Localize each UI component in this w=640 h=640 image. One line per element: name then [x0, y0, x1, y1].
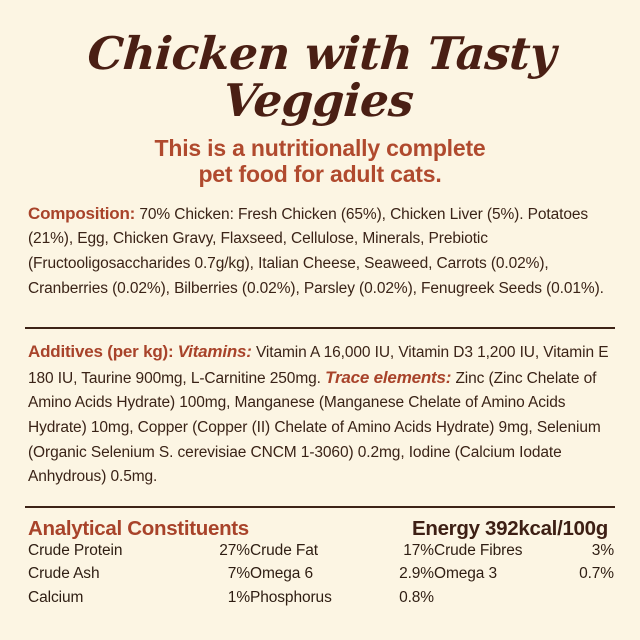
constituent-name: Calcium	[28, 588, 84, 606]
analytical-constituents-section: Analytical Constituents Energy 392kcal/1…	[0, 517, 640, 613]
table-row: Crude Protein 27% Crude Fat 17% Crude Fi…	[28, 542, 614, 566]
additives-label: Additives (per kg):	[28, 342, 174, 362]
constituent-name: Crude Ash	[28, 565, 100, 583]
product-subtitle: This is a nutritionally complete pet foo…	[0, 135, 640, 188]
vitamins-text: Vitamin A 16,000 IU, Vitamin D3 1,200 IU…	[28, 344, 609, 387]
constituent-value: 0.8%	[399, 588, 434, 606]
composition-label: Composition:	[28, 203, 136, 223]
constituent-name: Omega 3	[434, 565, 498, 583]
constituents-table: Crude Protein 27% Crude Fat 17% Crude Fi…	[28, 542, 614, 613]
composition-text: 70% Chicken: Fresh Chicken (65%), Chicke…	[28, 205, 604, 297]
constituent-value: 0.7%	[579, 565, 614, 583]
constituent-value: 3%	[591, 541, 614, 559]
trace-elements-label: Trace elements:	[325, 367, 452, 387]
table-row: Calcium 1% Phosphorus 0.8%	[28, 589, 614, 613]
additives-section: Additives (per kg): Vitamins: Vitamin A …	[0, 329, 640, 490]
composition-section: Composition: 70% Chicken: Fresh Chicken …	[0, 188, 640, 301]
table-row: Crude Ash 7% Omega 6 2.9% Omega 3 0.7%	[28, 565, 614, 589]
vitamins-label: Vitamins:	[177, 342, 252, 362]
constituent-value: 2.9%	[399, 565, 434, 583]
constituent-name: Phosphorus	[250, 588, 332, 606]
constituent-value: 27%	[219, 541, 250, 559]
constituent-value	[564, 589, 614, 613]
analytical-header-row: Analytical Constituents Energy 392kcal/1…	[28, 517, 614, 541]
subtitle-line-2: pet food for adult cats.	[198, 161, 442, 188]
label-header: Chicken with Tasty Veggies This is a nut…	[0, 0, 640, 188]
constituent-value: 17%	[403, 541, 434, 559]
page-title: Chicken with Tasty Veggies	[85, 27, 558, 128]
constituent-name: Crude Fat	[250, 541, 319, 559]
constituent-value: 7%	[227, 565, 250, 583]
divider-top	[25, 327, 615, 330]
constituent-name	[434, 589, 564, 613]
trace-elements-text: Zinc (Zinc Chelate of Amino Acids Hydrat…	[28, 369, 601, 486]
divider-bottom	[25, 505, 615, 508]
constituent-name: Omega 6	[250, 565, 314, 583]
constituent-name: Crude Fibres	[434, 541, 523, 559]
constituents-table-body: Crude Protein 27% Crude Fat 17% Crude Fi…	[28, 542, 614, 613]
energy-value: Energy 392kcal/100g	[411, 516, 608, 540]
analytical-constituents-title: Analytical Constituents	[28, 516, 249, 540]
constituent-value: 1%	[227, 588, 250, 606]
subtitle-line-1: This is a nutritionally complete	[154, 134, 486, 161]
constituent-name: Crude Protein	[28, 541, 123, 559]
